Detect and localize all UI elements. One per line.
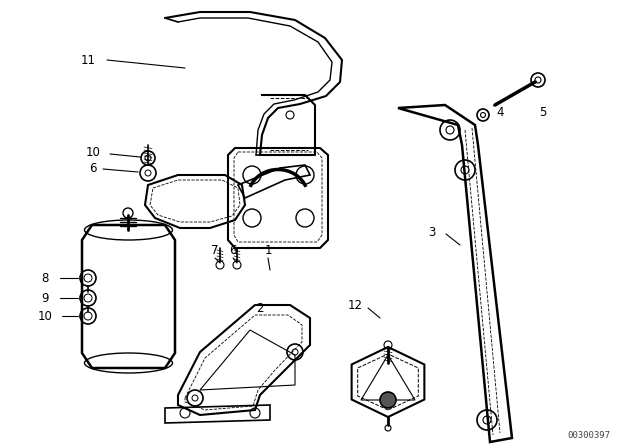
Text: 7: 7 (211, 244, 219, 257)
Circle shape (380, 392, 396, 408)
Text: 11: 11 (81, 53, 95, 66)
Text: 4: 4 (496, 105, 504, 119)
Text: 6: 6 (229, 244, 237, 257)
Text: 8: 8 (42, 271, 49, 284)
Text: 9: 9 (41, 292, 49, 305)
Text: 3: 3 (428, 225, 436, 238)
Text: 5: 5 (540, 105, 547, 119)
Text: 2: 2 (256, 302, 264, 314)
Text: 12: 12 (348, 298, 362, 311)
Text: 10: 10 (38, 310, 52, 323)
Text: 1: 1 (264, 244, 272, 257)
Text: 00300397: 00300397 (567, 431, 610, 439)
Text: 6: 6 (89, 161, 97, 175)
Text: 10: 10 (86, 146, 100, 159)
